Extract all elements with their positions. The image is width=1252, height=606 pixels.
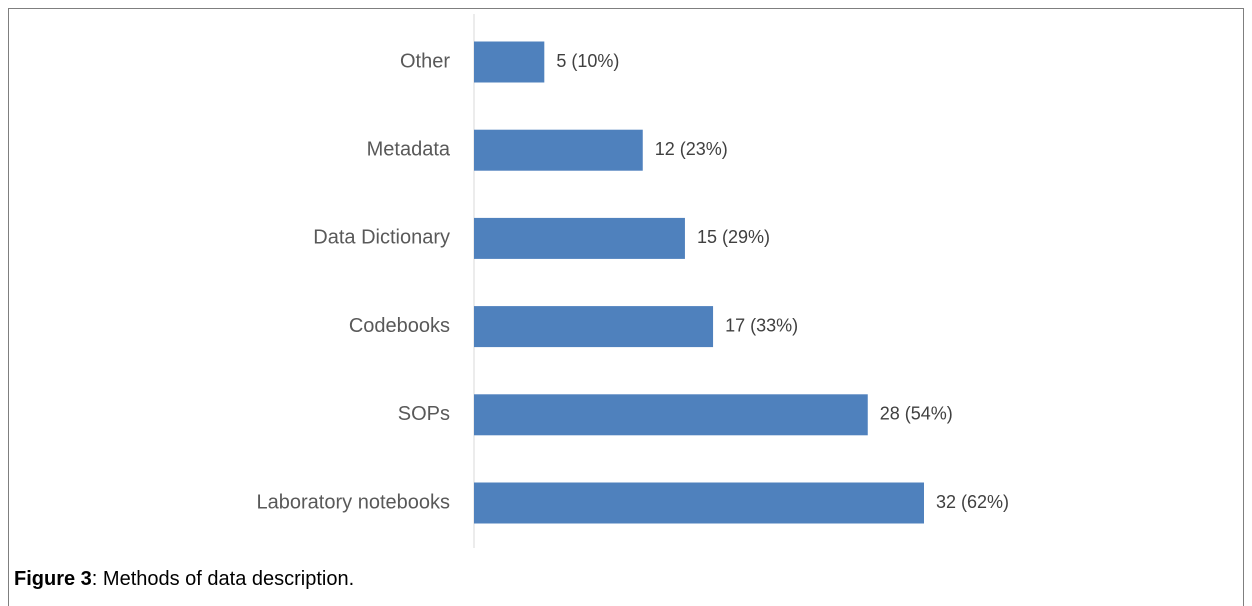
bar — [474, 482, 924, 524]
value-label: 12 (23%) — [655, 139, 728, 159]
caption-text: : Methods of data description. — [92, 568, 354, 590]
value-label: 5 (10%) — [556, 51, 619, 71]
category-label: Metadata — [367, 138, 451, 160]
frame — [8, 8, 1244, 606]
category-label: Laboratory notebooks — [257, 491, 450, 513]
bar — [474, 217, 685, 259]
category-label: Codebooks — [349, 315, 450, 337]
value-label: 32 (62%) — [936, 492, 1009, 512]
bar — [474, 394, 868, 436]
bar — [474, 129, 643, 171]
category-label: SOPs — [398, 403, 450, 425]
caption-label: Figure 3 — [14, 568, 92, 590]
value-label: 15 (29%) — [697, 227, 770, 247]
bar — [474, 306, 714, 348]
value-label: 28 (54%) — [880, 404, 953, 424]
bar — [474, 41, 545, 83]
category-label: Data Dictionary — [313, 227, 450, 249]
value-label: 17 (33%) — [725, 315, 798, 335]
category-label: Other — [400, 50, 450, 72]
caption: Figure 3: Methods of data description. — [14, 568, 354, 590]
